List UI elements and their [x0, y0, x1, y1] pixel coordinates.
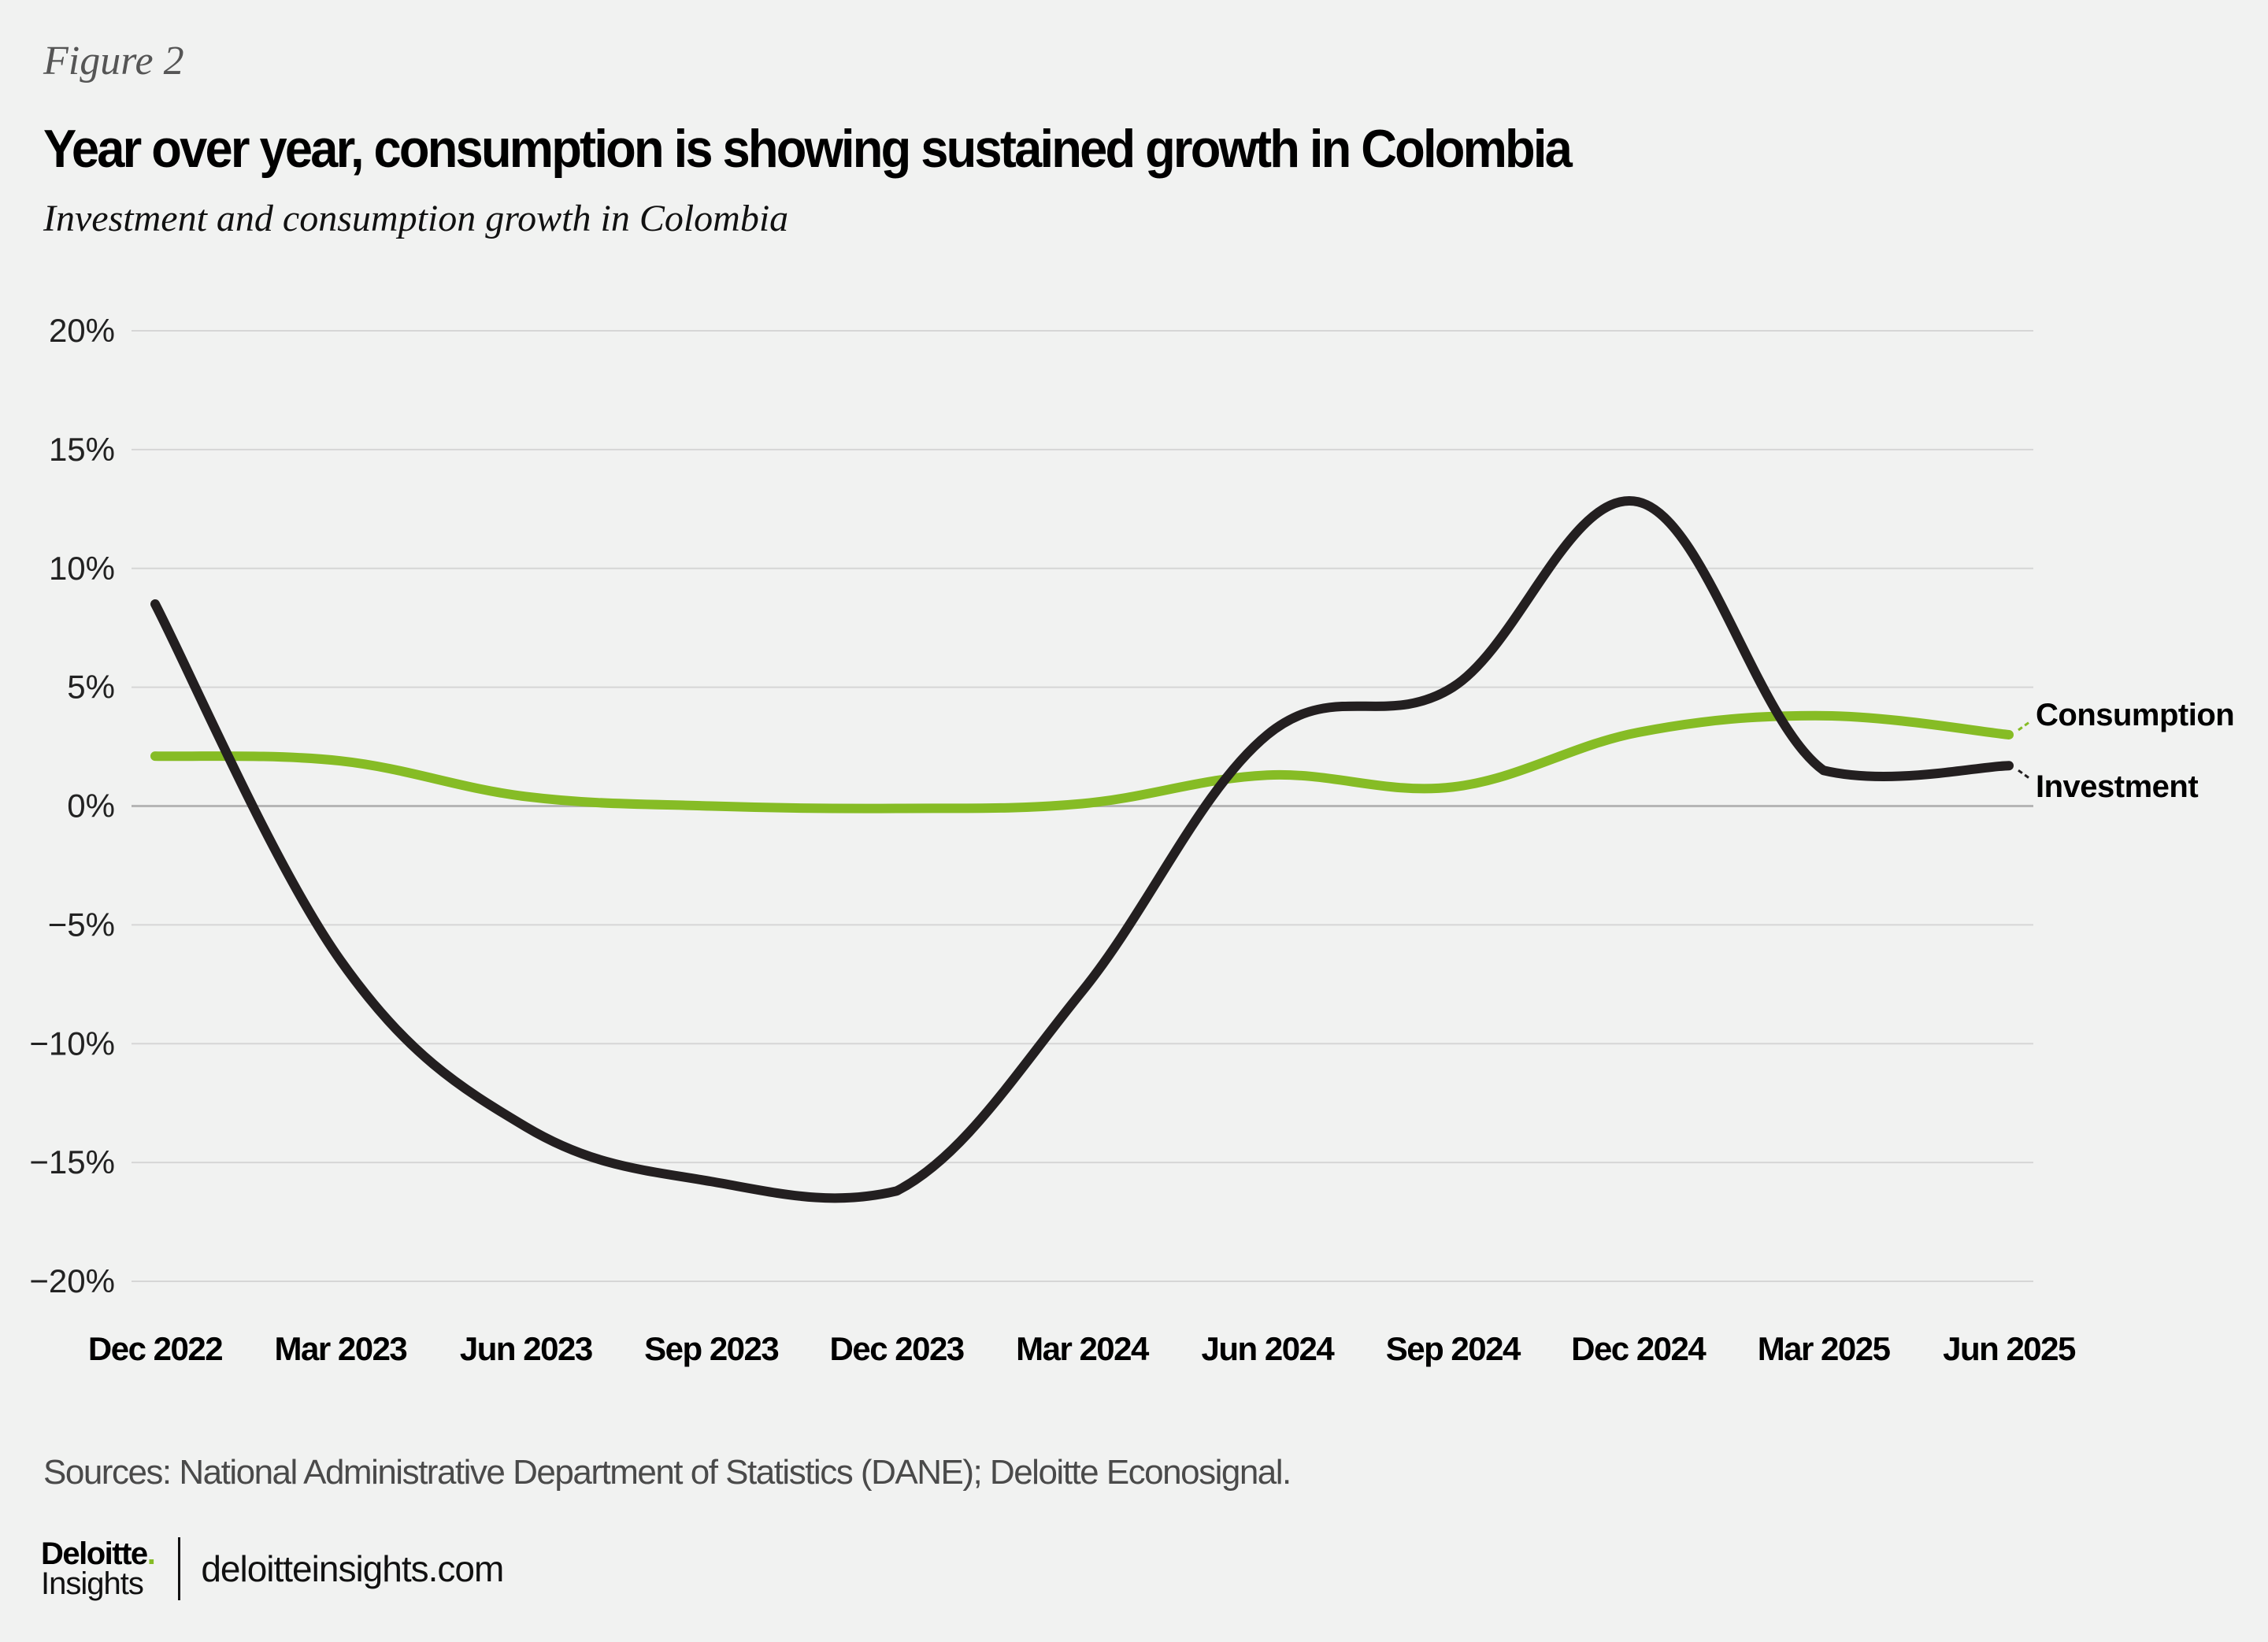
site-link[interactable]: deloitteinsights.com [201, 1548, 504, 1589]
y-tick-label: 5% [67, 669, 115, 706]
brand-name-text: Deloitte [41, 1536, 148, 1571]
legend: Consumption Investment [2018, 698, 2235, 804]
x-tick-label: Sep 2024 [1386, 1330, 1521, 1367]
brand-sub: Insights [41, 1566, 144, 1601]
x-tick-label: Mar 2025 [1758, 1330, 1891, 1367]
y-tick-label: −5% [48, 906, 115, 943]
x-tick-label: Mar 2023 [275, 1330, 407, 1367]
x-tick-label: Dec 2022 [88, 1330, 222, 1367]
legend-leader-consumption [2018, 721, 2030, 732]
line-chart: 20% 15% 10% 5% 0% −5% −10% −15% −20% Dec 2022 Mar… [29, 312, 2235, 1367]
legend-label-consumption: Consumption [2036, 698, 2234, 732]
brand-dot-icon: . [146, 1536, 156, 1571]
y-axis-ticks: 20% 15% 10% 5% 0% −5% −10% −15% −20% [29, 312, 115, 1299]
y-tick-label: −20% [29, 1262, 115, 1299]
x-tick-label: Sep 2023 [644, 1330, 778, 1367]
x-tick-label: Mar 2024 [1016, 1330, 1150, 1367]
legend-label-investment: Investment [2036, 769, 2198, 804]
figure-label: Figure 2 [43, 39, 184, 83]
footer-divider [178, 1537, 181, 1600]
sources-note: Sources: National Administrative Departm… [43, 1453, 1292, 1492]
series-lines [150, 496, 2014, 1203]
legend-leader-investment [2018, 769, 2030, 780]
chart-title: Year over year, consumption is showing s… [43, 119, 1573, 179]
y-tick-label: 15% [49, 431, 115, 468]
deloitte-insights-logo: Deloitte. Insights [41, 1536, 156, 1601]
y-tick-label: −10% [29, 1025, 115, 1062]
series-line-investment [150, 496, 2014, 1203]
x-tick-label: Dec 2023 [830, 1330, 964, 1367]
x-axis-ticks: Dec 2022 Mar 2023 Jun 2023 Sep 2023 Dec 2023… [88, 1330, 2077, 1367]
x-tick-label: Jun 2024 [1202, 1330, 1336, 1367]
x-tick-label: Jun 2023 [460, 1330, 592, 1367]
series-line-consumption [150, 710, 2014, 814]
footer: Deloitte. Insights deloitteinsights.com [41, 1536, 504, 1601]
y-tick-label: 20% [49, 312, 115, 349]
x-tick-label: Dec 2024 [1571, 1330, 1707, 1367]
brand-name: Deloitte. [41, 1536, 156, 1571]
chart-subtitle: Investment and consumption growth in Col… [43, 198, 789, 239]
y-tick-label: 0% [67, 788, 115, 825]
y-tick-label: 10% [49, 550, 115, 587]
y-tick-label: −15% [29, 1143, 115, 1181]
x-tick-label: Jun 2025 [1943, 1330, 2076, 1367]
